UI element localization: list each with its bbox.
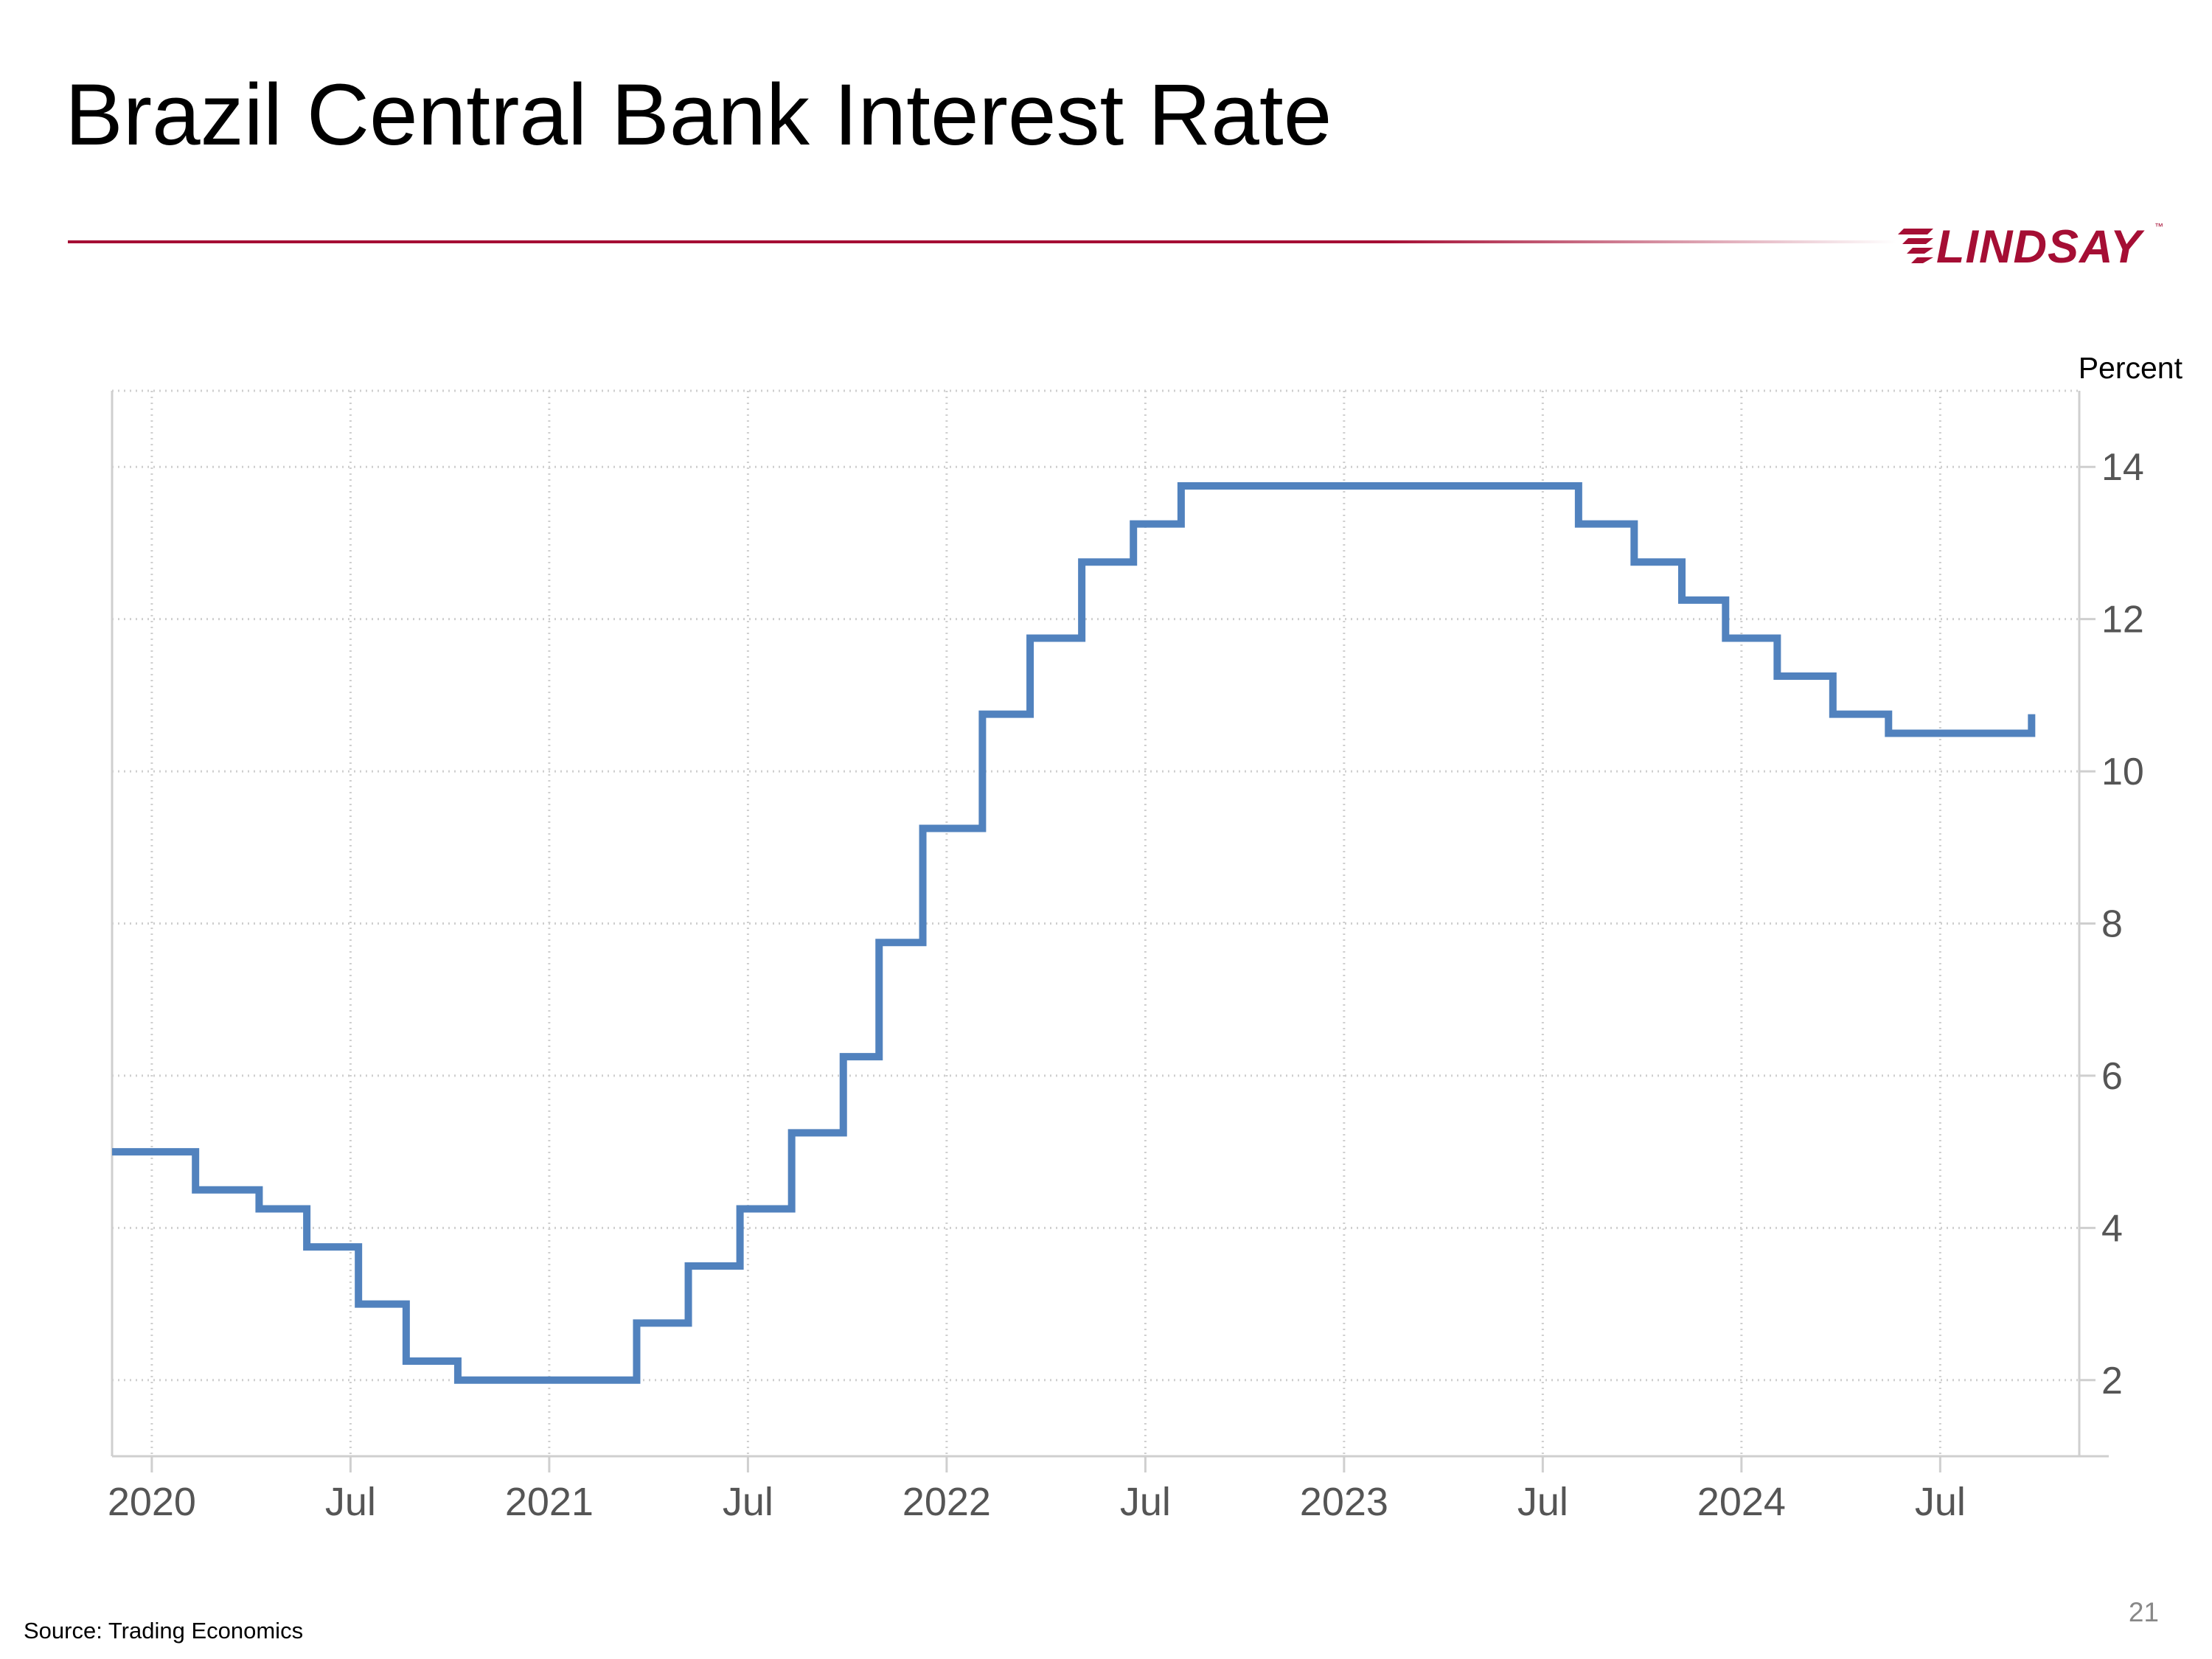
logo-stripe (1902, 238, 1933, 244)
source-note: Source: Trading Economics (24, 1618, 304, 1644)
slide-title: Brazil Central Bank Interest Rate (65, 66, 1332, 164)
logo-stripe (1898, 229, 1933, 234)
x-tick-label: 2023 (1300, 1480, 1388, 1524)
x-tick-label: Jul (723, 1480, 773, 1524)
x-tick-label: 2024 (1697, 1480, 1786, 1524)
x-tick-label: 2021 (505, 1480, 594, 1524)
y-axis-ticks: 2 4 6 8 10 12 14 (2101, 446, 2144, 1402)
x-tick-label: Jul (325, 1480, 376, 1524)
y-tick-label: 2 (2101, 1360, 2123, 1402)
x-tick-label: Jul (1120, 1480, 1171, 1524)
page-number: 21 (2128, 1597, 2159, 1627)
y-tick-label: 6 (2101, 1055, 2123, 1098)
logo-wordmark: LINDSAY (1936, 221, 2142, 273)
series-line (112, 482, 2036, 1384)
x-tick-label: 2022 (902, 1480, 991, 1524)
x-tick-label: 2020 (108, 1480, 196, 1524)
x-tick-label: Jul (1517, 1480, 1568, 1524)
y-tick-label: 12 (2101, 599, 2144, 641)
x-axis-ticks: 2020 Jul 2021 Jul 2022 Jul 2023 Jul 2024 Jul (108, 1480, 1966, 1524)
y-tick-label: 14 (2101, 446, 2144, 489)
chart-series (112, 482, 2036, 1384)
y-tick-label: 8 (2101, 903, 2123, 946)
chart-axes (111, 391, 2109, 1472)
y-tick-label: 4 (2101, 1207, 2123, 1250)
y-tick-label: 10 (2101, 751, 2144, 793)
logo-slash-icon (1898, 229, 1933, 263)
chart-grid (112, 389, 2079, 1456)
logo-trademark: ™ (2154, 221, 2163, 232)
y-axis-unit-label: Percent (2078, 351, 2183, 385)
logo-stripe (1911, 257, 1933, 263)
title-divider (68, 240, 1896, 243)
logo-stripe (1907, 248, 1933, 254)
company-logo: LINDSAY ™ (1889, 221, 2169, 273)
x-tick-label: Jul (1915, 1480, 1966, 1524)
